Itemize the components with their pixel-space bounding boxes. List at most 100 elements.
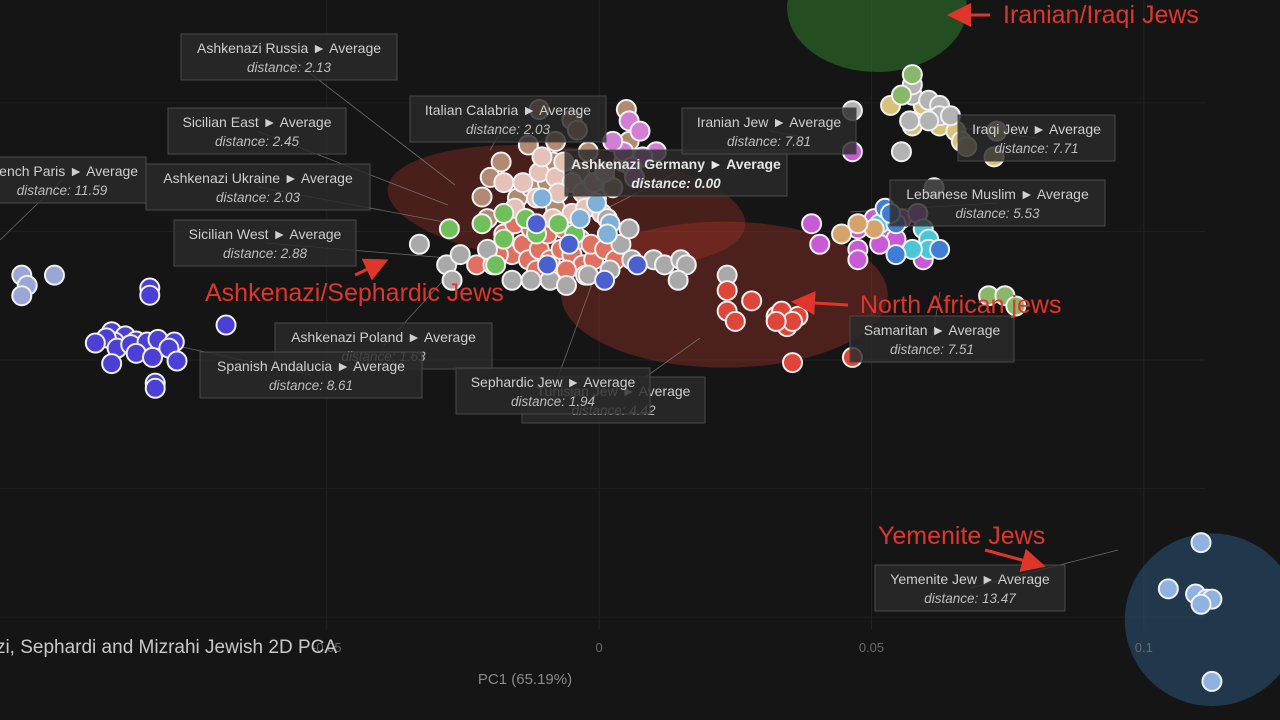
- point-10-2[interactable]: [741, 290, 763, 312]
- point-label-name-8: Iraqi Jew ► Average: [972, 121, 1101, 137]
- point-label-box-3: [145, 163, 371, 211]
- point-2-18[interactable]: [471, 186, 493, 208]
- point-5-17[interactable]: [618, 218, 640, 240]
- point-label-name-10: Samaritan ► Average: [864, 322, 1001, 338]
- point-label-box-0: [180, 33, 398, 81]
- point-9-0[interactable]: [594, 269, 616, 291]
- cluster-ellipse-2: [787, 0, 967, 72]
- point-7-5[interactable]: [438, 218, 460, 240]
- point-label-distance-4: distance: 11.59: [17, 183, 108, 198]
- point-label-name-15: Yemenite Jew ► Average: [890, 571, 1050, 587]
- point-8-3[interactable]: [596, 223, 618, 245]
- point-label-box-1: [409, 95, 607, 143]
- point-18-0[interactable]: [1190, 532, 1212, 554]
- point-7-8[interactable]: [485, 254, 507, 276]
- point-1-16[interactable]: [142, 346, 164, 368]
- point-1-20[interactable]: [144, 377, 166, 399]
- annotation-arrow-1: [354, 258, 389, 281]
- point-7-0[interactable]: [493, 202, 515, 224]
- x-axis-title: PC1 (65.19%): [478, 671, 572, 688]
- point-5-15[interactable]: [555, 274, 577, 296]
- point-10-10[interactable]: [782, 352, 804, 374]
- point-4-17[interactable]: [493, 172, 515, 194]
- point-1-1[interactable]: [139, 284, 161, 306]
- point-1-18[interactable]: [101, 353, 123, 375]
- x-tick-label-0: -0.05: [312, 640, 342, 655]
- point-label-box-9: [889, 179, 1106, 227]
- point-13-4[interactable]: [1005, 295, 1027, 317]
- point-label-10: Samaritan ► Average distance: 7.51: [849, 315, 1015, 363]
- point-5-2[interactable]: [441, 269, 463, 291]
- point-5-20[interactable]: [520, 269, 542, 291]
- cluster-ellipse-3: [1124, 533, 1280, 707]
- point-5-0[interactable]: [408, 233, 430, 255]
- point-7-6[interactable]: [547, 213, 569, 235]
- point-9-3[interactable]: [536, 254, 558, 276]
- annotation-text-0: Iranian/Iraqi Jews: [1003, 1, 1199, 29]
- point-label-distance-6: distance: 0.00: [631, 176, 721, 191]
- point-label-15: Yemenite Jew ► Average distance: 13.47: [874, 564, 1066, 612]
- point-14-10[interactable]: [809, 233, 831, 255]
- point-5-19[interactable]: [501, 269, 523, 291]
- point-12-8[interactable]: [890, 141, 912, 163]
- point-label-box-2: [167, 107, 347, 155]
- point-18-6[interactable]: [1201, 670, 1223, 692]
- point-4-16[interactable]: [531, 146, 553, 168]
- point-0-0[interactable]: [43, 264, 65, 286]
- point-10-8[interactable]: [765, 310, 787, 332]
- point-8-0[interactable]: [531, 187, 553, 209]
- point-13-0[interactable]: [901, 64, 923, 86]
- chart-title: Ashkenazi, Sephardi and Mizrahi Jewish 2…: [0, 637, 337, 658]
- point-18-1[interactable]: [1157, 578, 1179, 600]
- point-label-name-5: Sicilian West ► Average: [189, 226, 342, 242]
- point-1-17[interactable]: [166, 350, 188, 372]
- point-9-1[interactable]: [526, 213, 548, 235]
- point-9-2[interactable]: [558, 233, 580, 255]
- point-12-6[interactable]: [899, 110, 921, 132]
- point-label-box-4: [0, 156, 147, 204]
- point-label-4: French Paris ► Average distance: 11.59: [0, 156, 147, 204]
- x-axis-ticks: -0.05 0 0.05 0.1: [312, 640, 1153, 655]
- point-10-0[interactable]: [716, 280, 738, 302]
- point-label-box-7: [681, 107, 857, 155]
- point-5-12[interactable]: [667, 269, 689, 291]
- point-7-4[interactable]: [471, 213, 493, 235]
- point-12-5[interactable]: [918, 110, 940, 132]
- point-label-distance-5: distance: 2.88: [223, 246, 308, 261]
- point-label-name-2: Sicilian East ► Average: [182, 114, 331, 130]
- point-6-1[interactable]: [629, 120, 651, 142]
- point-1-2[interactable]: [215, 314, 237, 336]
- point-17-2[interactable]: [847, 213, 869, 235]
- point-label-6: Ashkenazi Germany ► Average distance: 0.0…: [564, 149, 788, 197]
- point-16-3[interactable]: [929, 238, 951, 260]
- point-10-9[interactable]: [724, 310, 746, 332]
- point-label-name-1: Italian Calabria ► Average: [425, 102, 591, 118]
- point-2-5[interactable]: [490, 151, 512, 173]
- point-1-8[interactable]: [84, 332, 106, 354]
- point-label-box-8: [957, 114, 1116, 162]
- point-labels: Ashkenazi Russia ► Average distance: 2.13…: [0, 33, 1116, 612]
- point-17-0[interactable]: [831, 223, 853, 245]
- point-12-4[interactable]: [939, 105, 961, 127]
- point-14-1[interactable]: [801, 213, 823, 235]
- point-18-5[interactable]: [1190, 593, 1212, 615]
- point-label-0: Ashkenazi Russia ► Average distance: 2.13: [180, 33, 398, 81]
- point-label-distance-7: distance: 7.81: [727, 134, 811, 149]
- point-7-3[interactable]: [493, 228, 515, 250]
- point-16-2[interactable]: [885, 244, 907, 266]
- point-label-3: Ashkenazi Ukraine ► Average distance: 2.0…: [145, 163, 371, 211]
- x-tick-label-3: 0.1: [1135, 640, 1153, 655]
- point-14-11[interactable]: [847, 249, 869, 271]
- point-13-1[interactable]: [890, 84, 912, 106]
- point-label-distance-9: distance: 5.53: [955, 206, 1040, 221]
- point-label-name-4: French Paris ► Average: [0, 163, 138, 179]
- point-label-box-15: [874, 564, 1066, 612]
- point-label-box-6: [564, 149, 788, 197]
- point-9-4[interactable]: [626, 254, 648, 276]
- point-5-3[interactable]: [449, 244, 471, 266]
- point-0-3[interactable]: [11, 285, 33, 307]
- point-label-distance-0: distance: 2.13: [247, 60, 332, 75]
- point-8-1[interactable]: [569, 208, 591, 230]
- point-label-box-14: [455, 367, 651, 415]
- point-label-7: Iranian Jew ► Average distance: 7.81: [681, 107, 857, 155]
